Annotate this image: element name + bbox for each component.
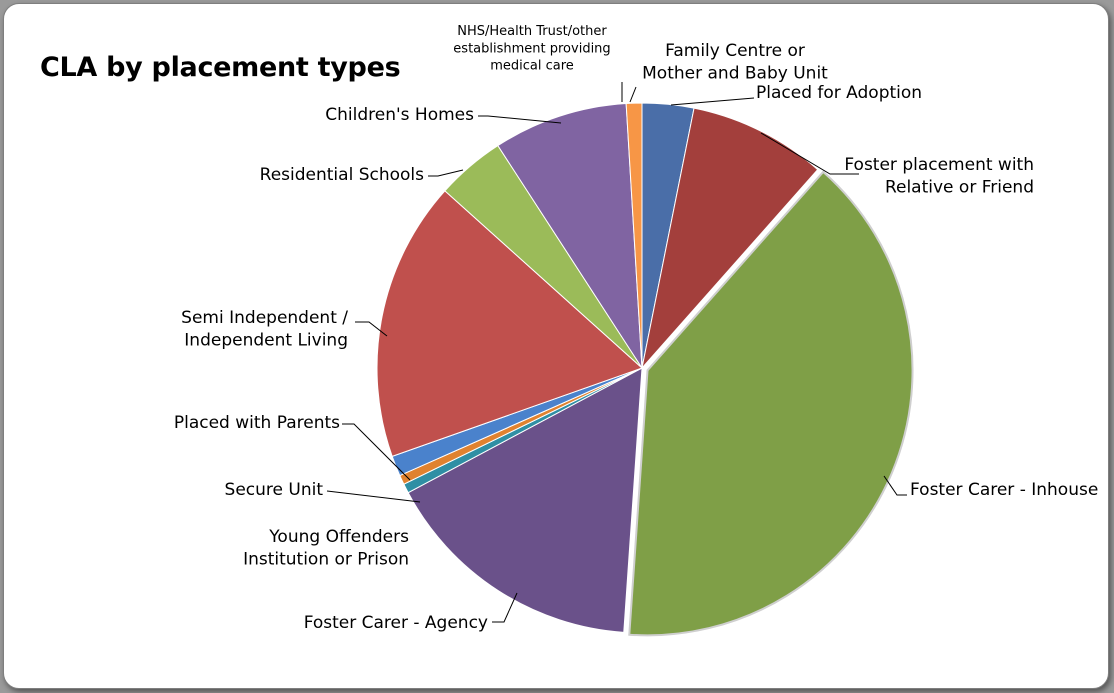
slice-label: Foster Carer - Agency (304, 613, 488, 633)
leader-line (629, 86, 637, 103)
leader-line (355, 321, 388, 337)
pie-slice (497, 102, 643, 370)
slice-label: Family Centre or Mother and Baby Unit (642, 41, 828, 84)
pie-slices (376, 102, 914, 637)
leader-line (760, 132, 859, 175)
leader-line (428, 169, 464, 177)
leader-line (883, 475, 907, 496)
pie-slice (628, 170, 914, 637)
pie-slice (376, 190, 643, 457)
leader-line (342, 423, 411, 481)
slice-label: NHS/Health Trust/other establishment prov… (453, 24, 610, 74)
slice-label: Children's Homes (325, 105, 474, 125)
slice-label: Young Offenders Institution or Prison (243, 527, 409, 570)
pie-chart: Placed for Adoption Foster placement with… (174, 24, 1098, 637)
leader-line (670, 97, 755, 106)
slice-label: Placed for Adoption (756, 83, 922, 103)
slice-label: Foster placement with Relative or Friend (844, 155, 1034, 198)
leader-lines (326, 82, 907, 623)
pie-slice (625, 102, 643, 369)
slice-label: Placed with Parents (174, 413, 340, 433)
leader-line (326, 490, 421, 503)
slice-label: Secure Unit (225, 480, 324, 500)
slice-label: Semi Independent / Independent Living (181, 308, 348, 351)
slice-label: Residential Schools (260, 165, 424, 185)
leader-line (478, 115, 562, 124)
pie-slice (407, 367, 643, 633)
chart-title: CLA by placement types (40, 52, 401, 83)
slice-labels: Placed for Adoption Foster placement with… (174, 24, 1098, 633)
chart-frame: CLA by placement types Placed for Adopti… (3, 3, 1109, 689)
slice-label: Foster Carer - Inhouse (910, 480, 1098, 500)
pie-slice (641, 107, 819, 370)
leader-line (492, 592, 518, 623)
